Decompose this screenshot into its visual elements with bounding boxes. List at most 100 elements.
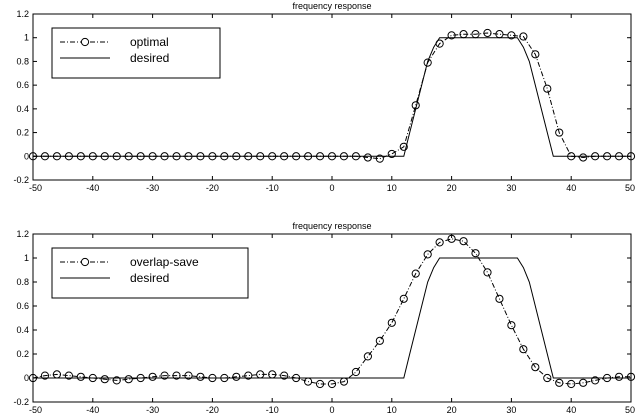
data-point [411,269,420,278]
data-point [591,376,600,385]
series-line-desired [33,37,631,157]
data-point [64,371,73,380]
x-tick-label: 0 [329,405,334,415]
data-point [507,31,516,40]
data-point [423,58,432,67]
x-tick-label: -30 [146,183,159,193]
data-point [124,375,133,384]
y-tick-label: -0.2 [13,397,29,407]
legend: optimal desired [51,27,221,79]
data-point [363,153,372,162]
data-point [399,142,408,151]
data-point [112,376,121,385]
x-tick-label: 40 [566,183,576,193]
x-tick-label: -10 [266,183,279,193]
y-tick-label: 0.2 [16,128,29,138]
data-point [614,372,624,381]
chart-title: frequency response [292,1,371,11]
x-tick-label: 10 [387,183,397,193]
data-point [40,371,50,380]
data-point [375,336,384,345]
chart-title: frequency response [292,221,371,231]
data-point [459,237,468,246]
y-tick-label: 0.8 [16,56,29,66]
data-point [172,371,181,380]
data-point [531,50,540,59]
series-line-optimal [33,32,631,160]
data-point [519,345,528,354]
data-point [399,294,408,303]
y-tick-label: 0.6 [16,301,29,311]
data-point [447,31,456,40]
legend-box [51,27,221,79]
data-point [507,321,516,330]
y-tick-label: 1.2 [16,9,29,19]
x-tick-label: 30 [506,183,516,193]
data-point [543,373,552,383]
chart-panel-1: frequency response-50 -40 -30 -20 -10 0 10 20 30… [13,1,636,193]
legend-label: desired [130,51,169,65]
y-tick-label: 0.4 [16,325,29,335]
data-point [579,378,588,387]
data-point [148,372,157,381]
x-tick-label: -20 [206,405,219,415]
data-point [387,318,396,327]
legend: overlap-save desired [51,247,249,299]
y-tick-label: 0 [24,373,29,383]
x-tick-label: 20 [447,183,457,193]
data-point [555,128,564,137]
legend-label: overlap-save [130,255,199,269]
data-point [579,153,588,162]
x-tick-label: -50 [29,405,42,415]
data-point [567,379,576,389]
legend-box [51,247,249,299]
legend-label: optimal [130,35,169,49]
legend-label: desired [130,271,169,285]
data-point [543,84,552,93]
data-point [435,238,444,247]
data-point [244,371,253,380]
y-tick-label: 0 [24,151,29,161]
data-point [184,371,193,380]
data-point [626,372,636,381]
data-point [471,249,480,258]
y-tick-label: 0.2 [16,349,29,359]
data-point [423,250,432,259]
data-point [519,32,528,41]
x-tick-label: -30 [146,405,159,415]
x-tick-label: -50 [29,183,42,193]
y-tick-label: 0.4 [16,104,29,114]
y-tick-label: 1 [24,253,29,263]
data-point [280,371,289,380]
x-tick-label: 20 [447,405,457,415]
data-point [483,28,492,38]
x-tick-label: 50 [625,405,635,415]
x-tick-label: -10 [266,405,279,415]
data-point [531,363,540,372]
data-point [351,367,361,377]
data-point [315,379,325,389]
x-tick-label: 50 [625,183,635,193]
data-point [363,352,372,361]
data-point [447,234,456,243]
y-tick-label: 1.2 [16,229,29,239]
y-tick-label: 0.8 [16,277,29,287]
x-tick-label: 10 [387,405,397,415]
data-point [387,149,396,159]
data-point [327,379,337,389]
data-point [160,371,169,380]
data-point [100,375,109,384]
data-point [196,372,205,381]
x-tick-label: -40 [86,183,99,193]
data-point [483,268,492,277]
data-point [495,294,504,303]
x-tick-label: -40 [86,405,99,415]
data-point [76,372,85,381]
data-point [555,378,564,387]
y-tick-label: 0.6 [16,80,29,90]
data-point [232,372,241,381]
data-point [375,154,384,163]
chart-panel-2: frequency response-50 -40 -30 -20 -10 0 10 20 30… [13,221,636,415]
y-tick-label: 1 [24,33,29,43]
